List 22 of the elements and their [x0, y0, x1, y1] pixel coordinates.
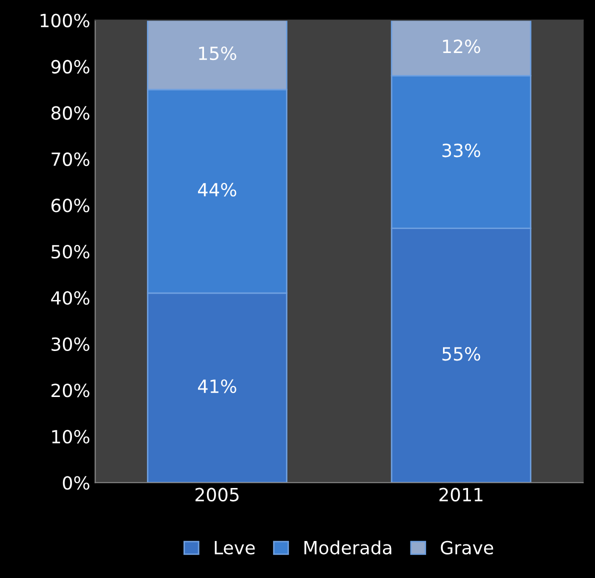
legend-label: Moderada: [304, 540, 392, 554]
x-tick-label: 2005: [196, 488, 239, 502]
y-tick-label: 30%: [52, 337, 90, 352]
y-tick-label: 50%: [52, 244, 90, 259]
y-tick-label: 0%: [62, 476, 90, 490]
data-label: 44%: [198, 182, 236, 197]
data-label: 15%: [199, 46, 236, 60]
y-tick-label: 70%: [52, 152, 90, 166]
legend-label: Leve: [214, 541, 255, 554]
y-tick-label: 20%: [52, 384, 90, 398]
x-tick-label: 2011: [439, 488, 482, 502]
y-tick-label: 60%: [51, 198, 90, 212]
y-tick-label: 100%: [40, 14, 90, 28]
data-label: 55%: [442, 347, 480, 361]
legend-label: Grave: [440, 540, 494, 554]
y-tick-label: 40%: [51, 291, 90, 305]
y-tick-label: 10%: [52, 430, 90, 444]
data-label: 41%: [198, 379, 236, 394]
data-label: 12%: [443, 40, 480, 54]
y-tick-label: 80%: [51, 106, 90, 120]
data-label: 33%: [442, 144, 480, 158]
y-tick-label: 90%: [51, 60, 90, 74]
